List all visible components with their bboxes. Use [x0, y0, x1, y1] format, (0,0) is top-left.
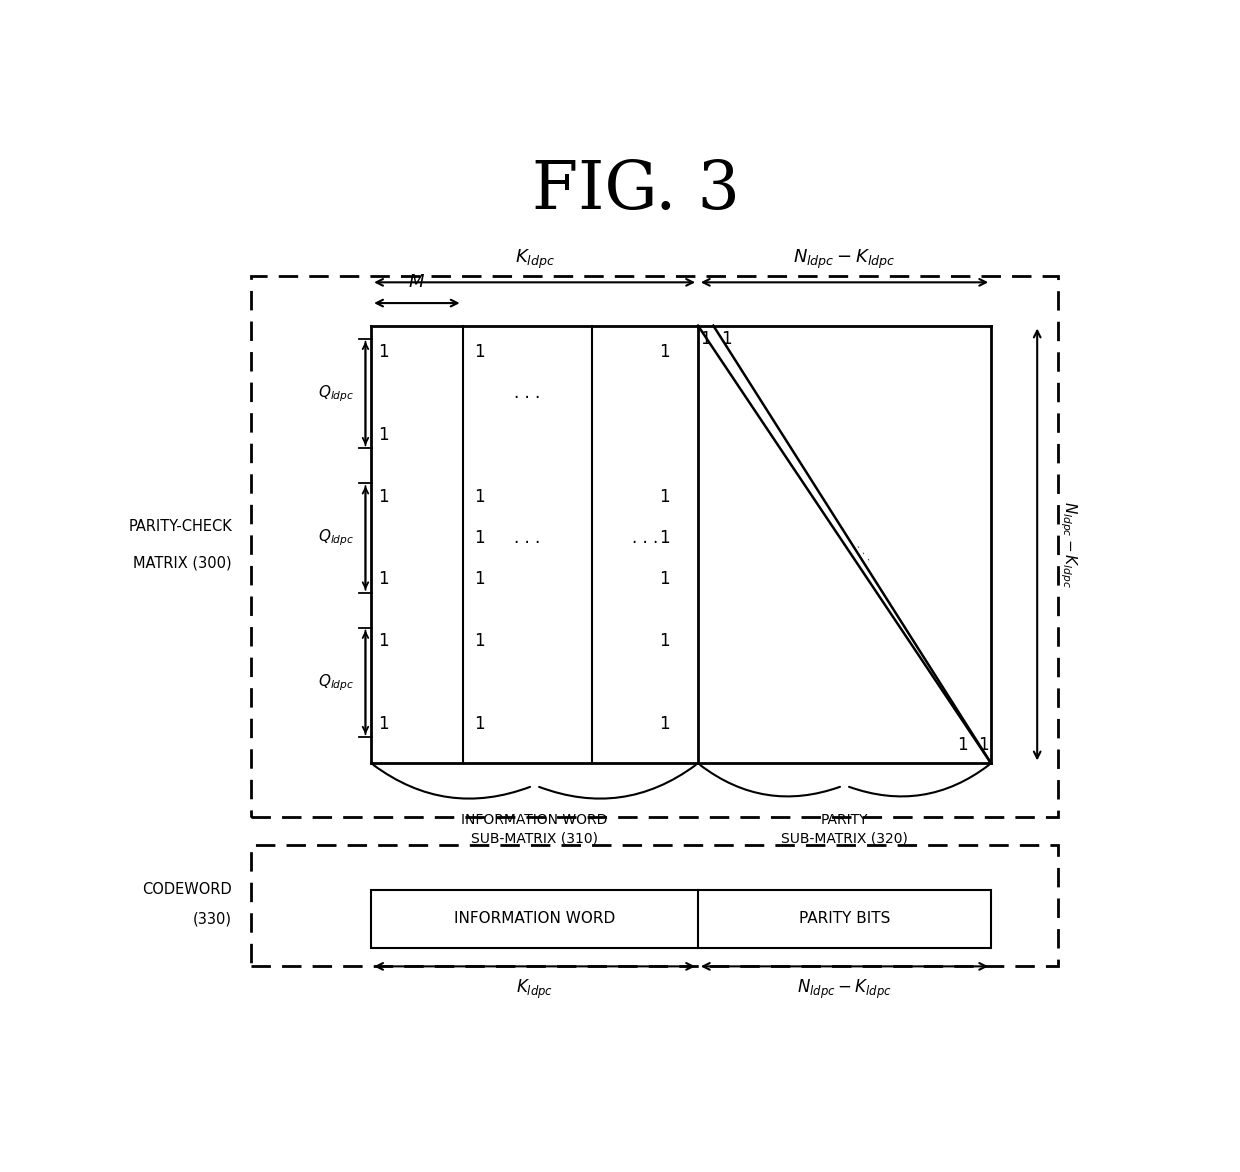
Text: 1: 1: [475, 529, 485, 547]
Text: 1: 1: [378, 632, 389, 650]
Text: 1: 1: [658, 343, 670, 361]
Text: 1: 1: [658, 632, 670, 650]
Text: $Q_{ldpc}$: $Q_{ldpc}$: [317, 672, 353, 693]
Text: 1: 1: [658, 488, 670, 506]
Text: . . .: . . .: [632, 529, 658, 547]
Text: 1: 1: [475, 488, 485, 506]
Text: 1: 1: [378, 488, 389, 506]
Text: 1: 1: [957, 736, 967, 755]
Text: 1: 1: [378, 715, 389, 732]
Text: PARITY BITS: PARITY BITS: [799, 912, 890, 927]
Text: 1: 1: [658, 715, 670, 732]
Text: INFORMATION WORD: INFORMATION WORD: [454, 912, 615, 927]
Text: 1: 1: [378, 343, 389, 361]
Text: $Q_{ldpc}$: $Q_{ldpc}$: [317, 527, 353, 548]
Text: 1: 1: [475, 715, 485, 732]
Text: 1: 1: [378, 570, 389, 588]
Text: · · ·: · · ·: [851, 541, 873, 565]
Text: 1: 1: [475, 632, 485, 650]
Text: . . .: . . .: [515, 384, 541, 402]
Text: 1: 1: [701, 331, 711, 348]
Text: CODEWORD: CODEWORD: [143, 881, 232, 897]
Text: 1: 1: [658, 570, 670, 588]
Text: MATRIX (300): MATRIX (300): [133, 556, 232, 570]
Text: 1: 1: [378, 425, 389, 444]
Text: FIG. 3: FIG. 3: [532, 158, 739, 223]
Text: (330): (330): [193, 912, 232, 927]
Text: 1: 1: [978, 736, 988, 755]
Text: 1: 1: [722, 331, 732, 348]
Text: $K_{ldpc}$: $K_{ldpc}$: [516, 979, 553, 1001]
Text: PARITY-CHECK: PARITY-CHECK: [128, 519, 232, 534]
Text: $N_{ldpc} - K_{ldpc}$: $N_{ldpc} - K_{ldpc}$: [797, 979, 892, 1001]
Text: PARITY
SUB-MATRIX (320): PARITY SUB-MATRIX (320): [781, 813, 908, 845]
Text: INFORMATION WORD
SUB-MATRIX (310): INFORMATION WORD SUB-MATRIX (310): [461, 813, 608, 845]
Text: $Q_{ldpc}$: $Q_{ldpc}$: [317, 383, 353, 404]
Text: 1: 1: [475, 343, 485, 361]
Text: $K_{ldpc}$: $K_{ldpc}$: [515, 247, 554, 271]
Text: $N_{ldpc} - K_{ldpc}$: $N_{ldpc} - K_{ldpc}$: [1059, 500, 1079, 588]
Text: $N_{ldpc} - K_{ldpc}$: $N_{ldpc} - K_{ldpc}$: [794, 247, 895, 271]
Text: . . .: . . .: [515, 529, 541, 547]
Text: 1: 1: [658, 529, 670, 547]
Text: 1: 1: [475, 570, 485, 588]
Text: $M$: $M$: [408, 273, 425, 292]
